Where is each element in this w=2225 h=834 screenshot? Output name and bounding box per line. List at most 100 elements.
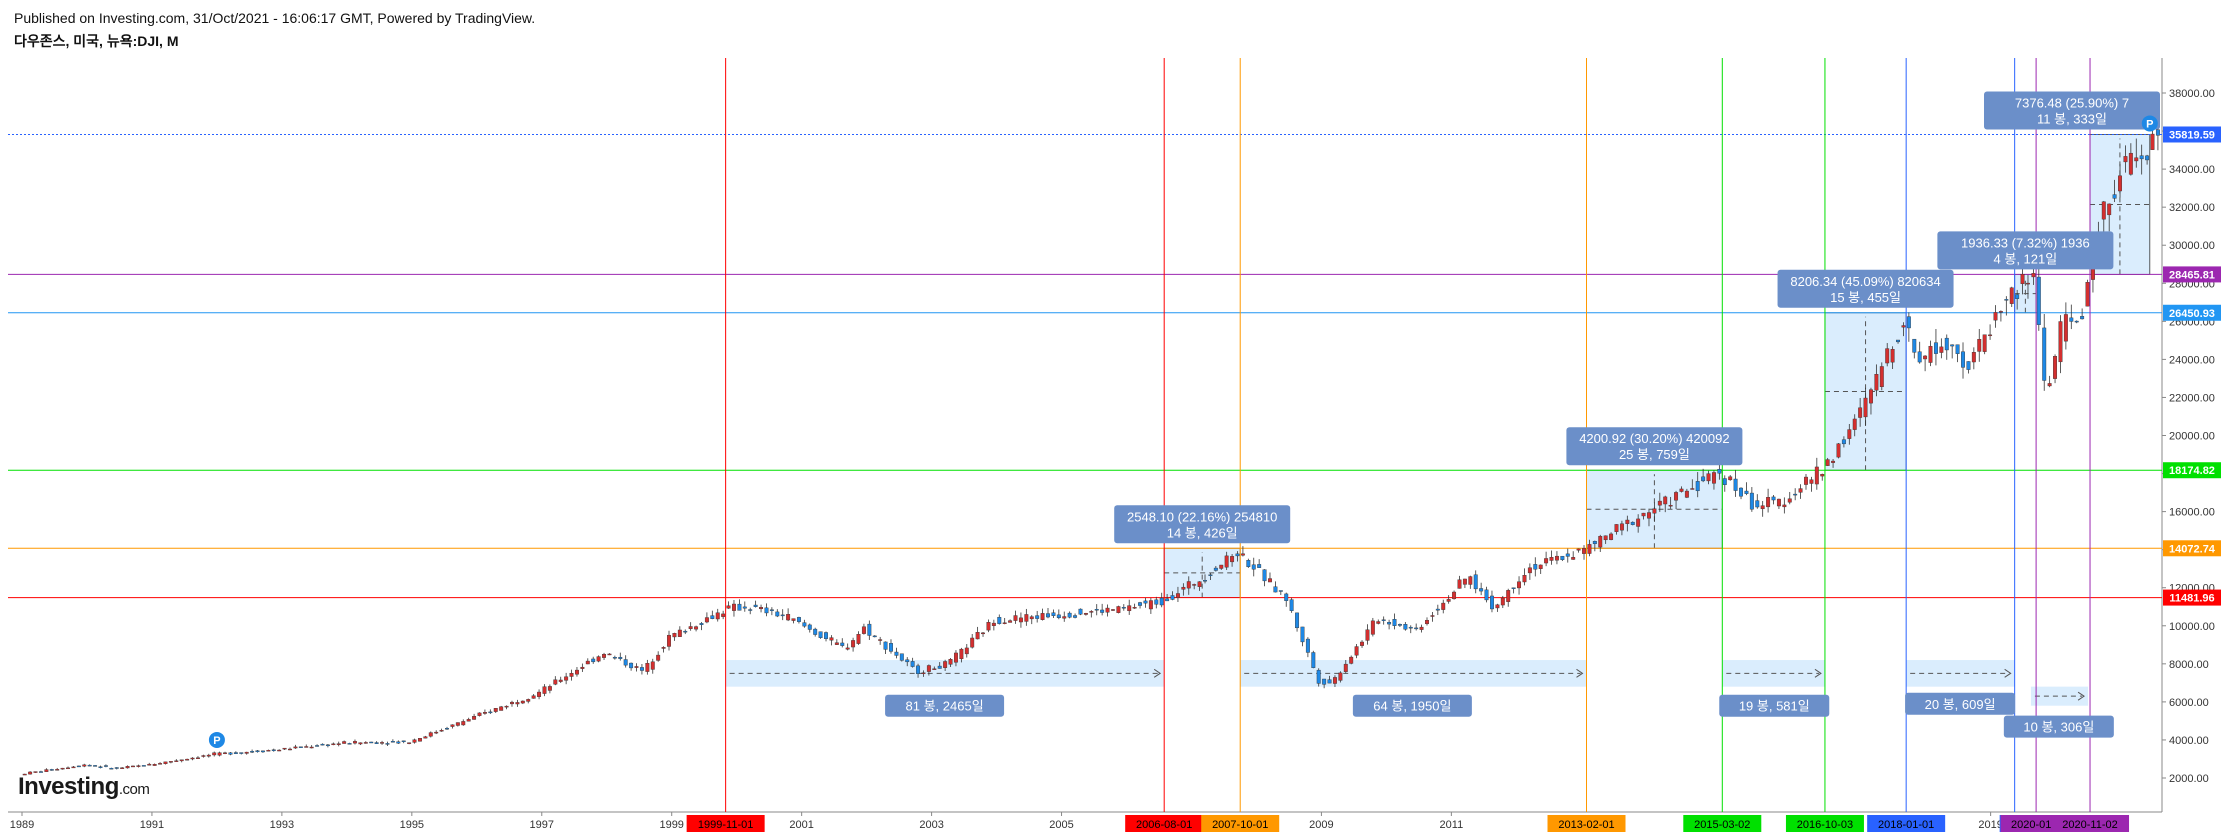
- candle-body: [1982, 334, 1987, 352]
- candle-body: [520, 700, 525, 704]
- candle-body: [363, 742, 368, 744]
- candle-body: [1246, 560, 1251, 567]
- candle-body: [1148, 600, 1153, 610]
- candle-body: [1381, 619, 1386, 621]
- published-line: Published on Investing.com, 31/Oct/2021 …: [14, 10, 536, 26]
- candle-body: [732, 603, 736, 611]
- candle-body: [1749, 492, 1754, 510]
- candle-body: [1392, 619, 1397, 626]
- candle-body: [1977, 339, 1982, 352]
- price-tag-text: 11481.96: [2169, 593, 2214, 605]
- candle-body: [1906, 316, 1911, 329]
- candle-body: [1988, 334, 1993, 337]
- candle-body: [1576, 548, 1581, 551]
- range-label-text: 81 봉, 2465일: [906, 699, 984, 714]
- event-marker-text: P: [213, 735, 220, 747]
- candle-body: [374, 742, 379, 744]
- candle-body: [293, 746, 298, 749]
- candle-body: [899, 653, 904, 661]
- candle-body: [147, 763, 152, 766]
- candle-body: [921, 672, 926, 674]
- candle-body: [1338, 672, 1343, 681]
- candle-body: [726, 605, 731, 609]
- candle-body: [986, 622, 991, 631]
- candle-body: [1435, 608, 1440, 611]
- x-tick-label: 2009: [1309, 819, 1333, 831]
- measure-label-box: [1566, 427, 1743, 466]
- candle-body: [796, 617, 801, 622]
- candle-body: [2004, 299, 2009, 301]
- candle-body: [396, 741, 401, 744]
- candle-body: [1387, 622, 1392, 625]
- candle-body: [163, 761, 168, 765]
- candle-body: [1522, 575, 1527, 583]
- candle-body: [168, 761, 173, 763]
- investing-logo: Investing.com: [18, 773, 150, 801]
- measure-label-line1: 7376.48 (25.90%) 7: [2015, 95, 2129, 110]
- candle-body: [780, 614, 785, 617]
- candle-body: [38, 771, 43, 773]
- candle-body: [212, 752, 217, 756]
- candle-body: [228, 752, 233, 755]
- candle-body: [1094, 609, 1099, 611]
- candle-body: [1722, 478, 1727, 485]
- x-tick-label: 2003: [919, 819, 943, 831]
- candle-body: [2042, 327, 2047, 381]
- candle-body: [504, 705, 509, 708]
- candle-body: [667, 634, 671, 647]
- measure-label-line1: 1936.33 (7.32%) 1936: [1961, 235, 2090, 250]
- candle-body: [1923, 355, 1928, 360]
- candle-body: [1582, 548, 1586, 554]
- candle-body: [1311, 652, 1316, 668]
- candle-body: [1257, 564, 1262, 568]
- candle-body: [715, 612, 720, 620]
- date-range-arrowhead: [2004, 668, 2012, 678]
- candle-body: [813, 628, 818, 635]
- y-tick-label: 4000.00: [2169, 735, 2209, 747]
- candle-body: [325, 744, 330, 747]
- x-tick-label: 1991: [140, 819, 164, 831]
- candle-body: [1484, 589, 1489, 601]
- candle-body: [1305, 638, 1310, 653]
- candle-body: [1457, 579, 1462, 589]
- candle-body: [179, 759, 184, 762]
- candle-body: [1560, 555, 1565, 560]
- candle-body: [1327, 679, 1332, 684]
- candle-body: [829, 637, 834, 641]
- measure-label-line1: 4200.92 (30.20%) 420092: [1579, 431, 1729, 446]
- candle-body: [336, 743, 341, 745]
- candle-body: [1013, 615, 1018, 621]
- candle-body: [423, 736, 428, 739]
- candle-body: [1138, 602, 1143, 606]
- candle-body: [1901, 325, 1906, 328]
- candle-body: [1300, 626, 1305, 643]
- candle-body: [1944, 337, 1949, 351]
- candle-body: [309, 746, 314, 749]
- candle-body: [1619, 523, 1624, 531]
- candle-body: [661, 647, 666, 649]
- candle-body: [883, 641, 888, 650]
- candle-body: [1890, 349, 1895, 363]
- candle-body: [1203, 580, 1207, 582]
- candle-body: [223, 752, 227, 754]
- candle-body: [2145, 155, 2150, 161]
- date-range-arrowhead: [1814, 668, 1822, 678]
- candle-body: [342, 741, 347, 744]
- candle-body: [997, 617, 1002, 624]
- price-tag-text: 35819.59: [2169, 129, 2215, 141]
- candle-body: [1425, 620, 1429, 625]
- candle-body: [1354, 646, 1359, 656]
- candle-body: [1517, 581, 1522, 589]
- candle-body: [2101, 201, 2106, 220]
- candle-body: [1565, 553, 1570, 557]
- candles-group: [22, 127, 2160, 776]
- y-tick-label: 16000.00: [2169, 507, 2215, 519]
- date-range-arrowhead: [1153, 668, 1162, 678]
- date-tag-box: [1785, 815, 1864, 832]
- candle-body: [158, 763, 163, 765]
- measure-label-line2: 15 봉, 455일: [1830, 290, 1901, 305]
- candle-body: [185, 758, 190, 761]
- candle-body: [564, 676, 569, 681]
- candle-body: [1592, 541, 1597, 545]
